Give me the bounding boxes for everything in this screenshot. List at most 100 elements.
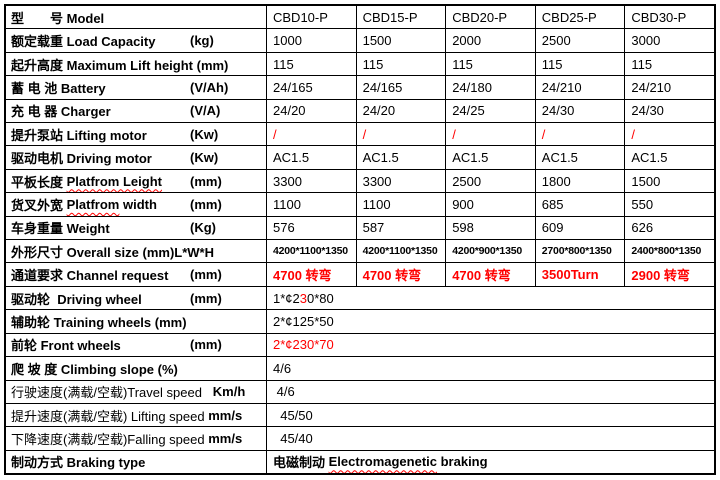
value-cell-driving-motor-col2: AC1.5 (355, 146, 446, 169)
value-cell-platform-width-col1: 1100 (266, 193, 356, 216)
text-segment: 平板长度 (11, 174, 67, 190)
merged-value-cell-climbing-slope: 4/6 (266, 357, 714, 380)
value-cell-channel-request-col1: 4700 转弯 (266, 263, 356, 286)
text-segment: 1*¢2 (273, 290, 300, 306)
text-segment: 4/6 (273, 360, 292, 376)
spec-row-falling-speed: 下降速度(满载/空载)Falling speed mm/s 45/40 (6, 426, 714, 450)
spec-row-model: 型 号 Model CBD10-P CBD15-P CBD20-P CBD25-P CBD… (6, 6, 714, 29)
spec-row-max-lift-height: 起升高度 Maximum Lift height (mm) 115 115 115 11… (6, 51, 714, 76)
misspelled-text: Platfrom Leight (66, 173, 162, 189)
value-cell-overall-size-col5: 2400*800*1350 (624, 240, 714, 263)
merged-value-cell-lifting-speed: 45/50 (266, 403, 714, 427)
text-segment: 3 (299, 290, 307, 306)
row-label-lifting-speed: 提升速度(满载/空载) Lifting speed mm/s (6, 404, 266, 426)
row-unit: (V/A) (190, 103, 221, 119)
text-segment: 辅助轮 Training wheels (mm) (11, 314, 187, 330)
row-label-travel-speed: 行驶速度(满载/空载)Travel speed Km/h (6, 381, 266, 403)
text-segment: 货叉外宽 (11, 197, 67, 213)
row-label-training-wheels: 辅助轮 Training wheels (mm) (6, 310, 266, 332)
value-cell-platform-width-col5: 550 (624, 193, 714, 216)
text-segment: 车身重量 Weight (11, 221, 110, 237)
value-cell-platform-length-col2: 3300 (355, 169, 446, 193)
value-cell-platform-length-col4: 1800 (534, 169, 625, 193)
row-label-charger: 充 电 器 Charger (V/A) (6, 100, 266, 122)
spec-row-platform-width: 货叉外宽 Platfrom width (mm) 1100 1100 900 685 550 (6, 192, 714, 216)
value-cell-charger-col1: 24/20 (266, 99, 356, 123)
spec-row-driving-motor: 驱动电机 Driving motor (Kw) AC1.5 AC1.5 AC1.5 AC1… (6, 145, 714, 169)
row-label-platform-length: 平板长度 Platfrom Leight (mm) (6, 170, 266, 192)
text-segment: 型 号 Model (11, 10, 105, 26)
value-cell-battery-col5: 24/210 (624, 76, 714, 99)
row-label-weight: 车身重量 Weight (Kg) (6, 217, 266, 239)
value-cell-charger-col3: 24/25 (445, 99, 535, 123)
text-segment: 下降速度(满载/空载)Falling speed (11, 432, 209, 448)
text-segment: braking (437, 454, 488, 470)
value-cell-battery-col3: 24/180 (445, 76, 535, 99)
value-cell-charger-col2: 24/20 (355, 99, 446, 123)
row-unit: (Kg) (190, 220, 216, 236)
value-cell-load-capacity-col4: 2500 (534, 29, 625, 52)
value-cell-model-col2: CBD15-P (355, 6, 446, 29)
text-segment: 0*80 (306, 290, 334, 306)
text-segment: Km/h (201, 384, 246, 400)
row-label-climbing-slope: 爬 坡 度 Climbing slope (%) (6, 357, 266, 379)
spec-row-lifting-motor: 提升泵站 Lifting motor (Kw) / / / / / (6, 122, 714, 146)
value-cell-load-capacity-col3: 2000 (445, 29, 535, 52)
text-segment: 行驶速度(满载/空载)Travel speed (11, 385, 202, 401)
value-cell-overall-size-col4: 2700*800*1350 (534, 240, 625, 263)
value-cell-max-lift-height-col4: 115 (534, 52, 625, 76)
value-cell-lifting-motor-col3: / (445, 123, 535, 146)
row-label-driving-motor: 驱动电机 Driving motor (Kw) (6, 146, 266, 168)
misspelled-text: Platfrom (66, 196, 120, 212)
value-cell-overall-size-col1: 4200*1100*1350 (266, 240, 356, 263)
value-cell-driving-motor-col1: AC1.5 (266, 146, 356, 169)
spec-row-battery: 蓄 电 池 Battery (V/Ah) 24/165 24/165 24/180 24/… (6, 75, 714, 99)
value-cell-platform-length-col1: 3300 (266, 169, 356, 193)
text-segment: 提升泵站 Lifting motor (11, 127, 147, 143)
text-segment: mm/s (208, 407, 243, 423)
row-label-lifting-motor: 提升泵站 Lifting motor (Kw) (6, 123, 266, 145)
value-cell-driving-motor-col3: AC1.5 (445, 146, 535, 169)
value-cell-model-col3: CBD20-P (445, 6, 535, 29)
spec-row-lifting-speed: 提升速度(满载/空载) Lifting speed mm/s 45/50 (6, 402, 714, 427)
text-segment: 充 电 器 Charger (11, 104, 111, 120)
text-segment: 电磁制动 (273, 455, 329, 471)
value-cell-channel-request-col4: 3500Turn (534, 263, 625, 286)
spec-row-weight: 车身重量 Weight (Kg) 576 587 598 609 626 (6, 215, 714, 240)
value-cell-channel-request-col3: 4700 转弯 (445, 263, 535, 286)
text-segment: 起升高度 Maximum Lift height (mm) (11, 57, 229, 73)
row-unit: (Kw) (190, 150, 219, 166)
value-cell-platform-width-col4: 685 (534, 193, 625, 216)
row-unit: (kg) (190, 33, 214, 49)
row-unit: (mm) (190, 196, 222, 212)
value-cell-max-lift-height-col3: 115 (445, 52, 535, 76)
row-label-max-lift-height: 起升高度 Maximum Lift height (mm) (6, 53, 266, 75)
row-unit: (mm) (190, 290, 222, 306)
value-cell-max-lift-height-col1: 115 (266, 52, 356, 76)
text-segment: 驱动电机 Driving motor (11, 151, 152, 167)
value-cell-charger-col5: 24/30 (624, 99, 714, 123)
row-label-braking-type: 制动方式 Braking type (6, 451, 266, 473)
text-segment: 45/50 (273, 407, 313, 423)
spec-row-driving-wheel: 驱动轮 Driving wheel (mm) 1*¢2 3 0*80 (6, 285, 714, 310)
value-cell-model-col5: CBD30-P (624, 6, 714, 29)
value-cell-platform-length-col3: 2500 (445, 169, 535, 193)
row-unit: (mm) (190, 173, 222, 189)
value-cell-weight-col3: 598 (445, 216, 535, 240)
value-cell-channel-request-col5: 2900 转弯 (624, 263, 714, 286)
value-cell-lifting-motor-col2: / (355, 123, 446, 146)
value-cell-overall-size-col2: 4200*1100*1350 (355, 240, 446, 263)
value-cell-load-capacity-col5: 3000 (624, 29, 714, 52)
value-cell-weight-col2: 587 (355, 216, 446, 240)
row-label-battery: 蓄 电 池 Battery (V/Ah) (6, 76, 266, 98)
text-segment: 2*¢125*50 (273, 313, 334, 329)
row-unit: (mm) (190, 267, 222, 283)
row-unit: (Kw) (190, 126, 219, 142)
merged-value-cell-braking-type: 电磁制动 Electromagenetic braking (266, 450, 714, 474)
value-cell-overall-size-col3: 4200*900*1350 (445, 240, 535, 263)
value-cell-platform-width-col3: 900 (445, 193, 535, 216)
value-cell-lifting-motor-col1: / (266, 123, 356, 146)
text-segment: mm/s (208, 431, 243, 447)
value-cell-driving-motor-col4: AC1.5 (534, 146, 625, 169)
